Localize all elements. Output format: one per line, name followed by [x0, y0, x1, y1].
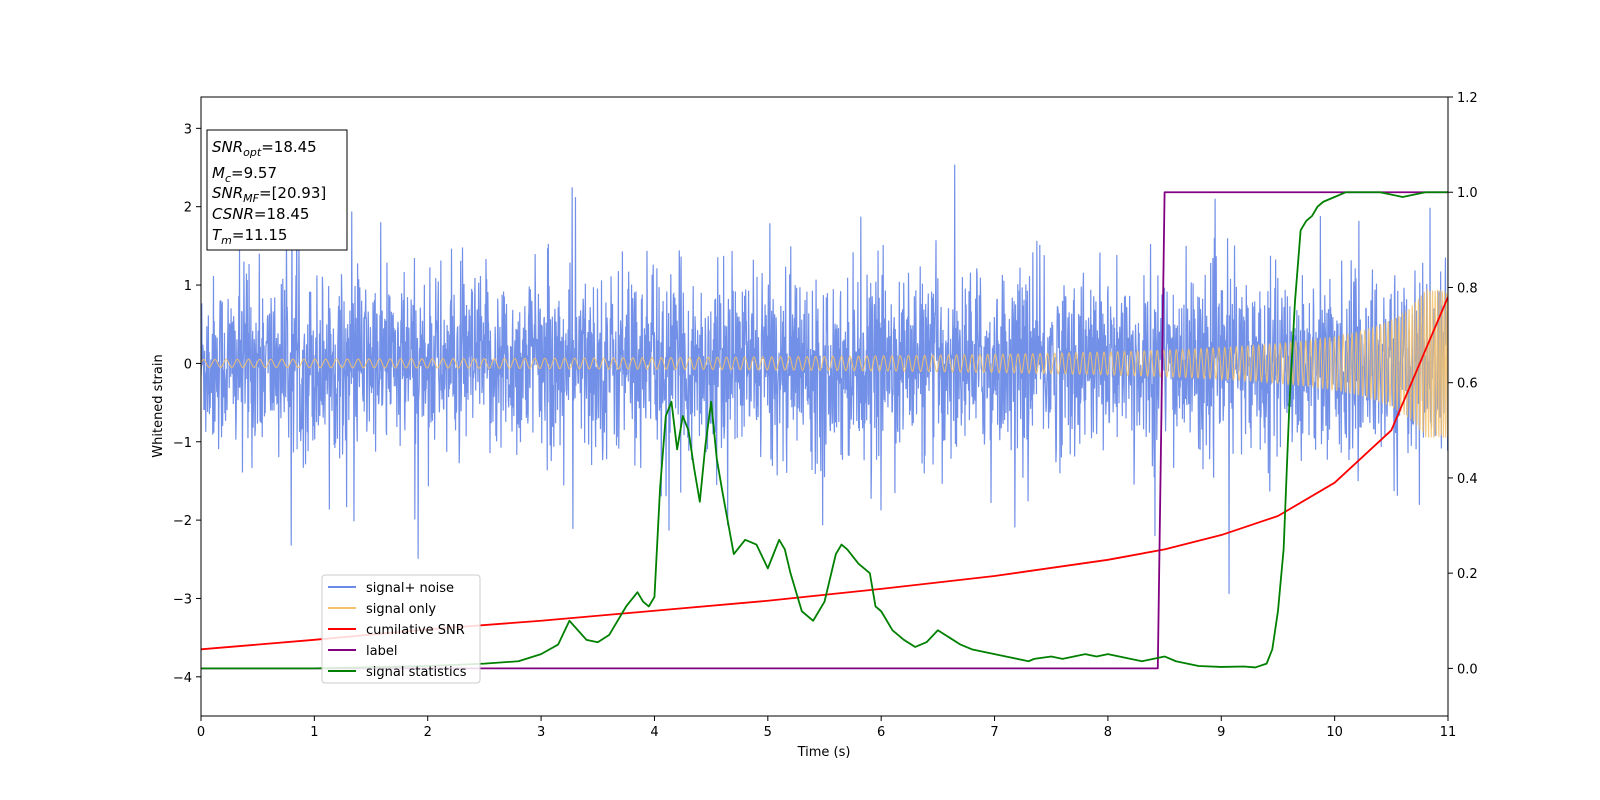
info-value: =9.57 [231, 164, 277, 182]
x-tick-label: 6 [877, 725, 885, 740]
y-axis-left: −4 −3 −2 −1 0 1 2 3 [173, 122, 201, 686]
info-line: SNRMF=[20.93] [212, 184, 326, 205]
info-subscript: opt [243, 146, 262, 159]
x-tick-label: 2 [424, 725, 432, 740]
y-tick-label: −2 [173, 514, 192, 529]
y-tick-label: 1 [184, 279, 192, 294]
y-tick-label: 2 [184, 201, 192, 216]
signal-only-series [201, 289, 1448, 438]
x-axis: 0 1 2 3 4 5 6 7 8 9 10 11 [197, 716, 1456, 740]
y-tick-label: 3 [184, 122, 192, 137]
info-symbol: SNR [212, 184, 243, 202]
info-line: SNRopt=18.45 [212, 138, 317, 159]
plot-frame [200, 96, 1449, 717]
signal-noise-series [201, 164, 1448, 594]
legend-label: cumilative SNR [366, 623, 465, 638]
x-tick-label: 7 [990, 725, 998, 740]
info-value: =11.15 [232, 226, 288, 244]
x-tick-label: 8 [1104, 725, 1112, 740]
x-tick-label: 11 [1440, 725, 1457, 740]
label-line [201, 191, 1448, 670]
info-value: =18.45 [261, 138, 317, 156]
info-box-frame [206, 129, 348, 251]
x-tick-label: 0 [197, 725, 205, 740]
legend-label: signal only [366, 602, 436, 617]
legend: signal+ noise signal only cumilative SNR la… [321, 574, 481, 684]
x-axis-title: Time (s) [797, 745, 851, 760]
info-symbol: M [212, 164, 225, 182]
y-axis-title: Whitened strain [151, 354, 166, 457]
legend-label: label [366, 644, 397, 659]
legend-label: signal+ noise [366, 581, 454, 596]
y2-tick-label: 1.2 [1457, 91, 1478, 106]
x-tick-label: 3 [537, 725, 545, 740]
info-subscript: m [221, 234, 232, 247]
y2-tick-label: 0.0 [1457, 662, 1478, 677]
info-line: CSNR=18.45 [212, 205, 309, 223]
x-tick-label: 10 [1326, 725, 1343, 740]
y-tick-label: 0 [184, 357, 192, 372]
info-subscript: MF [243, 192, 259, 205]
legend-label: signal statistics [366, 665, 467, 680]
info-line: Mc=9.57 [212, 164, 277, 185]
x-tick-label: 4 [650, 725, 658, 740]
info-box: SNRopt=18.45Mc=9.57SNRMF=[20.93]CSNR=18.… [206, 129, 348, 251]
y-tick-label: −4 [173, 671, 192, 686]
x-tick-label: 5 [764, 725, 772, 740]
info-symbol: T [212, 226, 223, 244]
info-symbol: SNR [212, 138, 243, 156]
y2-tick-label: 1.0 [1457, 186, 1478, 201]
signal-only-line [201, 289, 1448, 438]
y2-tick-label: 0.6 [1457, 377, 1478, 392]
info-line: Tm=11.15 [212, 226, 287, 247]
info-value: =18.45 [254, 205, 310, 223]
signal-statistics-line [201, 191, 1448, 670]
y-tick-label: −1 [173, 436, 192, 451]
y2-tick-label: 0.4 [1457, 472, 1478, 487]
info-symbol: CSNR [212, 205, 254, 223]
x-tick-label: 9 [1217, 725, 1225, 740]
info-value: =[20.93] [259, 184, 326, 202]
y2-tick-label: 0.8 [1457, 281, 1478, 296]
signal-noise-line [201, 164, 1448, 594]
legend-frame [321, 574, 481, 684]
y-tick-label: −3 [173, 592, 192, 607]
x-tick-label: 1 [310, 725, 318, 740]
y2-tick-label: 0.2 [1457, 567, 1478, 582]
info-subscript: c [225, 172, 231, 185]
y-axis-right: 0.0 0.2 0.4 0.6 0.8 1.0 1.2 [1448, 91, 1478, 677]
